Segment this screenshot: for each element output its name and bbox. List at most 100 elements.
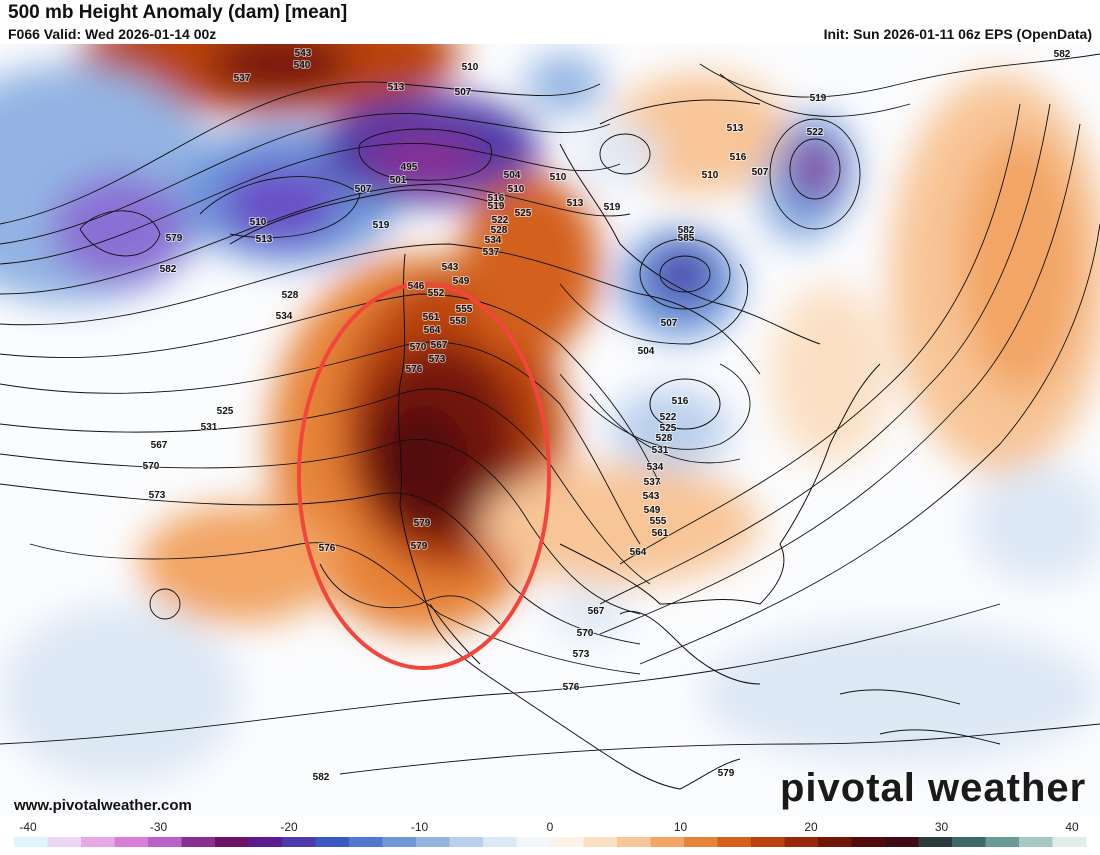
contour-label: 546 xyxy=(408,281,425,292)
colorbar-swatch xyxy=(14,837,48,847)
colorbar-swatch xyxy=(751,837,785,847)
contour-label: 525 xyxy=(217,406,234,417)
contour-label: 576 xyxy=(406,364,423,375)
height-anomaly-map: 5435405375135105074955015075105135195045… xyxy=(0,44,1100,817)
contour-label: 537 xyxy=(483,247,500,258)
contour-label: 531 xyxy=(652,445,669,456)
contour-label: 573 xyxy=(573,649,590,660)
colorbar-swatch xyxy=(114,837,149,847)
contour-label: 570 xyxy=(143,461,160,472)
coastlines xyxy=(229,99,1001,790)
colorbar-swatch xyxy=(550,837,584,847)
contour-label: 561 xyxy=(652,528,669,539)
contour-label: 522 xyxy=(492,215,509,226)
brand-logo: pivotal weather xyxy=(780,766,1087,810)
colorbar-strip xyxy=(14,837,1087,847)
colorbar-swatch xyxy=(851,837,886,847)
contour-label: 564 xyxy=(424,325,441,336)
contour-label: 528 xyxy=(656,433,673,444)
colorbar-swatch xyxy=(717,837,752,847)
colorbar-label: 0 xyxy=(546,820,554,834)
colorbar-swatch xyxy=(416,837,450,847)
colorbar-swatch xyxy=(483,837,517,847)
colorbar-swatch xyxy=(181,837,216,847)
colorbar-swatch xyxy=(382,837,417,847)
contour-label: 582 xyxy=(313,772,330,783)
colorbar-swatch xyxy=(1052,837,1087,847)
init-time: Init: Sun 2026-01-11 06z EPS (OpenData) xyxy=(823,26,1092,42)
colorbar-swatch xyxy=(918,837,953,847)
contour-label: 549 xyxy=(453,276,470,287)
contour-label: 537 xyxy=(644,477,661,488)
contour-label: 555 xyxy=(650,516,667,527)
colorbar-swatch xyxy=(885,837,919,847)
colorbar-swatch xyxy=(516,837,551,847)
colorbar-swatch xyxy=(650,837,685,847)
contour-label: 525 xyxy=(660,423,677,434)
contour-label: 573 xyxy=(149,490,166,501)
contour-label: 579 xyxy=(411,541,428,552)
contour-label: 582 xyxy=(1054,49,1071,60)
contour-label: 567 xyxy=(431,340,448,351)
contour-label: 552 xyxy=(428,288,445,299)
contour-label: 513 xyxy=(567,198,584,209)
contour-labels: 5435405375135105074955015075105135195045… xyxy=(142,47,1072,784)
colorbar-swatch xyxy=(1019,837,1053,847)
contour-label: 555 xyxy=(456,304,473,315)
colorbar: -40 -30 -20 -10 0 10 20 30 40 xyxy=(0,817,1100,850)
contour-label: 570 xyxy=(577,628,594,639)
contour-label: 537 xyxy=(234,73,251,84)
colorbar-swatch xyxy=(784,837,819,847)
colorbar-swatch xyxy=(617,837,651,847)
contour-label: 582 xyxy=(160,264,177,275)
contour-label: 534 xyxy=(276,311,293,322)
contour-label: 549 xyxy=(644,505,661,516)
contour-label: 513 xyxy=(256,234,273,245)
colorbar-swatch xyxy=(248,837,283,847)
contour-label: 510 xyxy=(702,170,719,181)
colorbar-label: -40 xyxy=(19,820,37,834)
contour-label: 507 xyxy=(752,167,769,178)
colorbar-label: -30 xyxy=(149,820,168,834)
contour-label: 564 xyxy=(630,547,647,558)
contour-label: 543 xyxy=(442,262,459,273)
contour-label: 504 xyxy=(638,346,655,357)
contour-label: 558 xyxy=(450,316,467,327)
contour-label: 507 xyxy=(455,87,472,98)
colorbar-swatch xyxy=(215,837,249,847)
contour-label: 531 xyxy=(201,422,218,433)
contour-label: 516 xyxy=(488,193,505,204)
colorbar-label: -20 xyxy=(280,820,298,834)
contour-label: 516 xyxy=(730,152,747,163)
contour-label: 534 xyxy=(647,462,664,473)
contour-label: 543 xyxy=(643,491,660,502)
contour-label: 528 xyxy=(282,290,299,301)
contour-label: 528 xyxy=(491,225,508,236)
colorbar-swatch xyxy=(81,837,115,847)
colorbar-swatch xyxy=(148,837,182,847)
contour-label: 513 xyxy=(388,82,405,93)
contour-label: 510 xyxy=(550,172,567,183)
map-title: 500 mb Height Anomaly (dam) [mean] xyxy=(8,2,348,23)
contour-label: 522 xyxy=(807,127,824,138)
contour-label: 516 xyxy=(672,396,689,407)
contour-label: 513 xyxy=(727,123,744,134)
colorbar-swatch xyxy=(47,837,82,847)
colorbar-label: -10 xyxy=(410,820,429,834)
contour-label: 510 xyxy=(462,62,479,73)
website-credit: www.pivotalweather.com xyxy=(14,797,192,814)
colorbar-swatch xyxy=(282,837,316,847)
contour-label: 534 xyxy=(485,235,502,246)
colorbar-label: 10 xyxy=(673,820,688,834)
contour-label: 573 xyxy=(429,354,446,365)
contour-label: 510 xyxy=(508,184,525,195)
colorbar-swatch xyxy=(818,837,852,847)
anomaly-shading xyxy=(0,44,1100,784)
contour-label: 519 xyxy=(604,202,621,213)
map-header: 500 mb Height Anomaly (dam) [mean] F066 … xyxy=(0,0,1100,44)
contour-label: 540 xyxy=(294,60,311,71)
contour-label: 510 xyxy=(250,217,267,228)
colorbar-label: 40 xyxy=(1065,820,1079,834)
contour-label: 519 xyxy=(373,220,390,231)
contour-label: 507 xyxy=(661,318,678,329)
